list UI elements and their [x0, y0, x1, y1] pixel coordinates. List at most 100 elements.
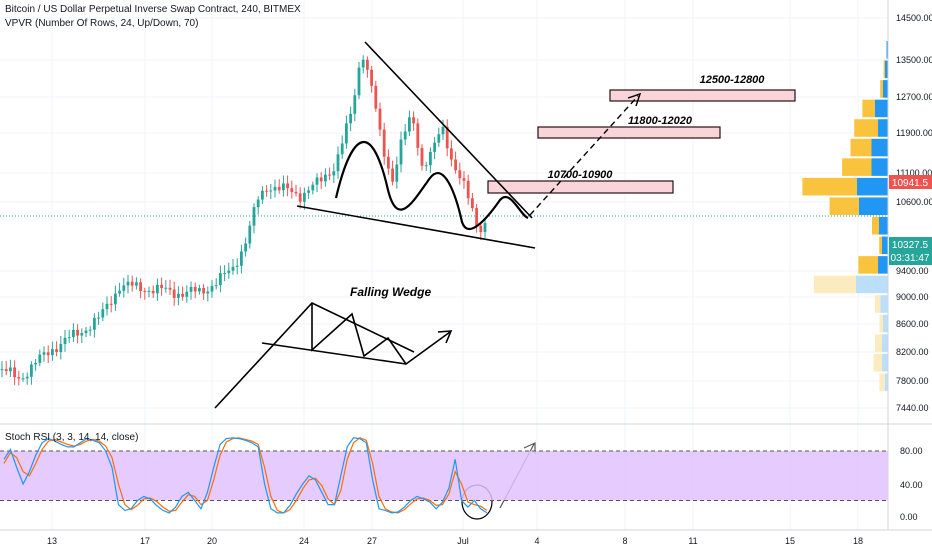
candle-body — [273, 186, 277, 191]
time-tick-label: 20 — [207, 536, 217, 546]
chart-title: Bitcoin / US Dollar Perpetual Inverse Sw… — [5, 4, 301, 15]
candle-body — [67, 337, 71, 339]
candle-body — [46, 352, 50, 356]
candle-body — [17, 377, 21, 379]
stoch-rsi-tick-label: 40.00 — [900, 480, 923, 490]
candle-body — [25, 376, 29, 379]
stoch-rsi-band — [0, 451, 888, 501]
volume-profile-up-bar — [871, 138, 888, 157]
volume-profile-up-bar — [880, 295, 888, 313]
candle-body — [4, 369, 8, 372]
candle-body — [101, 309, 105, 318]
candle-body — [416, 123, 420, 148]
time-axis[interactable]: 13 17 20 24 27 Jul 4 8 11 15 18 — [47, 536, 863, 546]
target-label-2: 11800-12020 — [628, 115, 693, 127]
volume-profile-up-bar — [886, 41, 888, 59]
candle-body — [357, 67, 361, 96]
candle-body — [198, 288, 201, 292]
volume-profile-down-bar — [879, 236, 882, 255]
candle-body — [324, 174, 327, 182]
countdown-label: 03:31:47 — [891, 253, 930, 264]
candle-body — [332, 171, 336, 176]
time-tick-label: 15 — [785, 536, 795, 546]
volume-profile-up-bar — [879, 217, 888, 235]
volume-profile-up-bar — [878, 256, 888, 274]
target-box-2 — [537, 126, 721, 139]
stoch-rsi-axis[interactable]: 80.00 40.00 0.00 — [900, 446, 923, 522]
candle-body — [307, 190, 310, 193]
volume-profile-up-bar — [875, 99, 888, 118]
volume-profile-up-bar — [878, 119, 888, 137]
candle-body — [471, 198, 474, 209]
candle-body — [290, 188, 294, 192]
candle-body — [156, 284, 159, 294]
candle-body — [303, 192, 306, 202]
candle-body — [147, 290, 151, 292]
volume-profile-up-bar — [882, 236, 888, 255]
candle-body — [412, 117, 415, 124]
volume-profile-down-bar — [814, 275, 856, 294]
candle-body — [265, 190, 268, 192]
volume-profile-down-bar — [802, 177, 857, 196]
price-tick-label: 13500.00 — [896, 55, 932, 65]
candle-body — [84, 330, 88, 334]
candle-body — [130, 281, 134, 286]
candle-body — [336, 154, 340, 172]
projection-dashed — [529, 95, 639, 216]
wedge-diagram-zigzag — [311, 303, 451, 366]
price-axis[interactable]: 14500.00 13500.00 12700.00 11900.00 11100.00… — [896, 13, 932, 413]
candle-body — [235, 265, 239, 267]
marker-price-badge — [889, 175, 932, 189]
candle-body — [177, 293, 180, 298]
volume-profile-down-bar — [879, 373, 885, 391]
candle-body — [298, 193, 302, 202]
candle-body — [185, 291, 189, 297]
volume-profile-down-bar — [883, 60, 885, 79]
candle-body — [378, 108, 382, 130]
candle-body — [76, 329, 79, 336]
price-badges: 10941.5 10327.5 03:31:47 — [889, 175, 932, 265]
candle-body — [164, 287, 168, 289]
vpvr-legend: VPVR (Number Of Rows, 24, Up/Down, 70) — [5, 18, 199, 29]
candle-body — [269, 190, 273, 192]
time-tick-label: Jul — [457, 536, 469, 546]
volume-profile-up-bar — [857, 177, 888, 196]
candle-body — [214, 285, 218, 287]
candle-body — [366, 59, 369, 70]
candle-body — [466, 180, 470, 199]
candle-body — [231, 266, 235, 271]
time-tick-label: 11 — [688, 536, 697, 546]
volume-profile-up-bar — [871, 158, 888, 176]
candle-body — [143, 291, 147, 293]
candle-body — [370, 69, 373, 86]
price-tick-label: 8600.00 — [896, 319, 929, 329]
price-tick-label: 14500.00 — [896, 13, 932, 23]
volume-profile-down-bar — [850, 138, 872, 157]
candle-body — [462, 178, 466, 181]
candle-body — [193, 286, 197, 292]
candle-body — [391, 168, 394, 182]
candle-body — [382, 129, 386, 157]
annotation-title: Falling Wedge — [350, 285, 431, 299]
target-box-1 — [487, 180, 674, 194]
candle-body — [261, 190, 264, 200]
last-price-label: 10327.5 — [892, 240, 929, 251]
wedge-upper-line — [364, 41, 533, 219]
candle-body — [59, 343, 63, 353]
candle-body — [294, 191, 298, 194]
candle-body — [311, 184, 315, 191]
candle-body — [151, 290, 155, 294]
volume-profile-down-bar — [872, 217, 879, 235]
price-tick-label: 8200.00 — [896, 347, 929, 357]
volume-profile-down-bar — [842, 158, 872, 176]
candles — [0, 55, 487, 386]
time-tick-label: 27 — [367, 536, 377, 546]
wedge-lower-line — [296, 205, 536, 249]
candle-body — [42, 352, 46, 355]
candle-body — [458, 170, 462, 179]
candle-body — [403, 131, 407, 140]
price-tick-label: 9400.00 — [896, 266, 929, 276]
candle-body — [34, 362, 37, 365]
stoch-rsi-tick-label: 80.00 — [900, 446, 923, 456]
